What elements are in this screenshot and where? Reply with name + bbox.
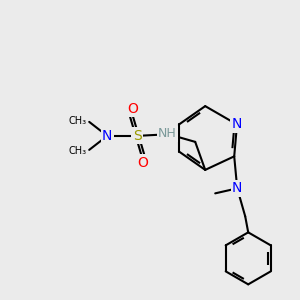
Text: N: N: [232, 118, 242, 131]
Text: O: O: [127, 102, 138, 116]
Text: O: O: [137, 156, 148, 170]
Text: CH₃: CH₃: [68, 146, 86, 156]
Text: N: N: [232, 182, 242, 195]
Text: CH₃: CH₃: [68, 116, 86, 126]
Text: NH: NH: [158, 128, 177, 140]
Text: N: N: [102, 129, 112, 143]
Text: S: S: [133, 129, 142, 143]
